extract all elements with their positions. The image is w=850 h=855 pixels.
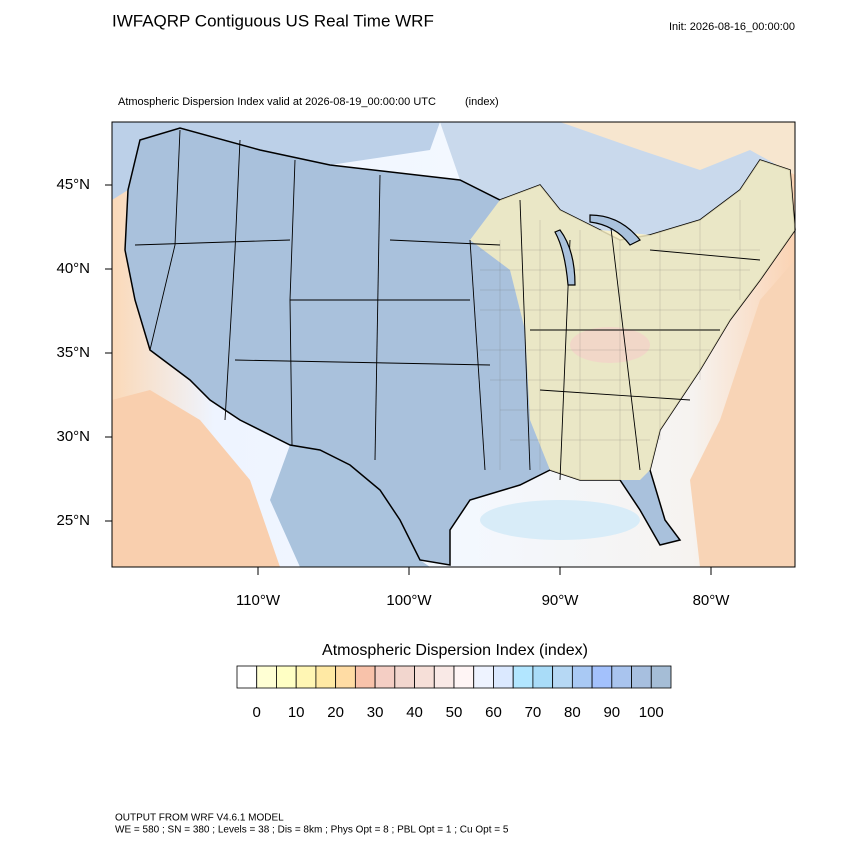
- colorbar-box: [256, 665, 277, 689]
- gulf-blob: [480, 500, 640, 540]
- canada-west: [112, 122, 440, 200]
- colorbar-box: [374, 665, 396, 689]
- colorbar-box: [493, 665, 514, 689]
- axis-labels: 45°N 40°N 35°N 30°N 25°N 110°W 100°W 90°W 80°W: [56, 176, 730, 609]
- lon-label: 110°W: [236, 592, 281, 609]
- county-borders: [480, 200, 760, 480]
- atlantic-warm: [690, 260, 795, 567]
- colorbar-box: [571, 665, 593, 689]
- colorbar-tick-label: 40: [406, 704, 423, 721]
- colorbar-tick-label: 10: [288, 704, 305, 721]
- colorbar-box: [414, 665, 435, 689]
- map-units: (index): [465, 96, 499, 108]
- map-subtitle: Atmospheric Dispersion Index valid at 20…: [118, 96, 436, 108]
- great-lakes: [554, 214, 641, 286]
- footer-line: WE = 580 ; SN = 380 ; Levels = 38 ; Dis …: [115, 825, 509, 836]
- colorbar-box: [611, 665, 632, 689]
- colorbar-tick-label: 80: [564, 704, 581, 721]
- colorbar-box: [236, 665, 258, 689]
- colorbar-tick-label: 0: [253, 704, 261, 721]
- colorbar-box: [532, 665, 554, 689]
- colorbar-box: [453, 665, 475, 689]
- warm-patch: [570, 327, 650, 363]
- colorbar-box: [433, 665, 455, 689]
- lon-label: 90°W: [542, 592, 580, 609]
- colorbar-box: [591, 665, 613, 689]
- east-low-index: [470, 160, 795, 480]
- lon-label: 80°W: [693, 592, 731, 609]
- init-time: Init: 2026-08-16_00:00:00: [669, 21, 795, 33]
- pacific-warm: [112, 390, 280, 567]
- colorbar-box: [512, 665, 534, 689]
- colorbar-box: [552, 665, 573, 689]
- colorbar-box: [394, 665, 415, 689]
- lat-label: 40°N: [56, 260, 90, 277]
- canada-warm: [560, 122, 795, 175]
- colorbar-box: [473, 665, 494, 689]
- colorbar-tick-label: 100: [639, 704, 664, 721]
- footer-line: OUTPUT FROM WRF V4.6.1 MODEL: [115, 813, 284, 824]
- lat-label: 35°N: [56, 344, 90, 361]
- colorbar-box: [335, 665, 356, 689]
- colorbar-box: [650, 665, 672, 689]
- colorbar-tick-label: 20: [327, 704, 344, 721]
- title: IWFAQRP Contiguous US Real Time WRF: [112, 11, 434, 30]
- lat-label: 30°N: [56, 428, 90, 445]
- map: [111, 121, 796, 568]
- lat-label: 25°N: [56, 512, 90, 529]
- colorbar-box: [315, 665, 337, 689]
- lat-label: 45°N: [56, 176, 90, 193]
- colorbar-tick-label: 50: [446, 704, 463, 721]
- colorbar-tick-label: 30: [367, 704, 384, 721]
- colorbar-box: [354, 665, 376, 689]
- colorbar-title: Atmospheric Dispersion Index (index): [322, 642, 588, 659]
- colorbar-tick-label: 90: [603, 704, 620, 721]
- colorbar-box: [276, 665, 297, 689]
- colorbar-box: [295, 665, 317, 689]
- colorbar-tick-label: 70: [525, 704, 542, 721]
- colorbar-tick-label: 60: [485, 704, 502, 721]
- lon-label: 100°W: [386, 592, 432, 609]
- colorbar: 0 10 20 30 40 50 60 70 80 90 100: [236, 665, 672, 721]
- mexico: [270, 445, 430, 567]
- colorbar-box: [631, 665, 652, 689]
- map-frame: [111, 121, 796, 568]
